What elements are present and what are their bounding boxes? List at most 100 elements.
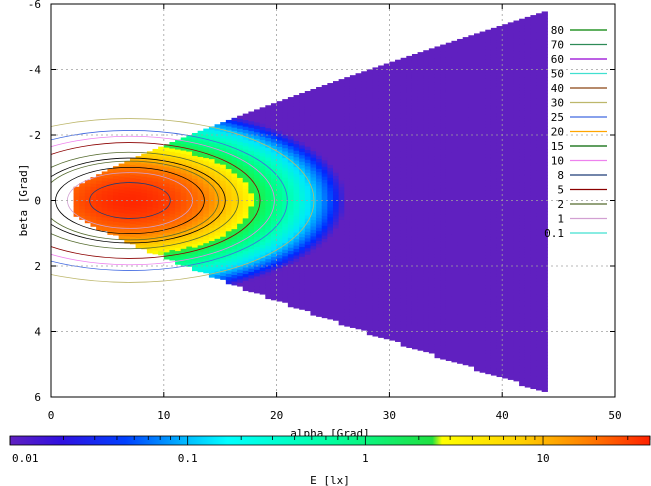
- heat-cell: [479, 339, 486, 344]
- heat-cell: [169, 240, 176, 245]
- heat-cell: [490, 119, 498, 124]
- heat-cell: [457, 287, 464, 292]
- heat-cell: [270, 293, 278, 298]
- heat-cell: [338, 121, 345, 126]
- heat-cell: [468, 310, 475, 315]
- heat-cell: [445, 121, 453, 126]
- heat-cell: [468, 159, 475, 164]
- heat-cell: [310, 157, 317, 162]
- heat-cell: [423, 125, 430, 130]
- heat-cell: [462, 286, 469, 290]
- heat-cell: [468, 343, 475, 347]
- heat-cell: [237, 132, 244, 136]
- heat-cell: [485, 331, 492, 335]
- heat-cell: [327, 174, 334, 179]
- heat-cell: [445, 268, 453, 273]
- heat-cell: [231, 232, 238, 237]
- heat-cell: [282, 243, 289, 248]
- heat-cell: [468, 68, 475, 72]
- heat-cell: [372, 188, 379, 193]
- heat-cell: [451, 122, 458, 127]
- heat-cell: [507, 369, 515, 374]
- heat-cell: [129, 214, 137, 219]
- heat-cell: [282, 128, 289, 133]
- heat-cell: [445, 65, 453, 70]
- heat-cell: [129, 224, 137, 228]
- heat-cell: [321, 291, 328, 296]
- heat-cell: [383, 335, 390, 340]
- heat-cell: [502, 292, 509, 297]
- heat-cell: [490, 358, 498, 363]
- heat-cell: [304, 294, 312, 298]
- heat-cell: [304, 133, 312, 138]
- heat-cell: [445, 170, 453, 175]
- heat-cell: [406, 193, 413, 198]
- heat-cell: [175, 244, 182, 249]
- heat-cell: [338, 249, 345, 254]
- heat-cell: [338, 298, 345, 303]
- heat-cell: [327, 141, 334, 146]
- heat-cell: [366, 108, 374, 113]
- heat-cell: [428, 182, 436, 187]
- heat-cell: [338, 79, 345, 83]
- heat-cell: [338, 226, 345, 231]
- heat-cell: [490, 217, 498, 222]
- heat-cell: [237, 217, 244, 222]
- heat-cell: [293, 170, 300, 175]
- heat-cell: [355, 282, 362, 287]
- heat-cell: [254, 276, 261, 281]
- heat-cell: [214, 206, 221, 210]
- heat-cell: [507, 254, 515, 259]
- heat-cell: [152, 243, 159, 248]
- heat-cell: [417, 147, 424, 151]
- heat-cell: [344, 240, 351, 245]
- heat-cell: [259, 195, 266, 200]
- heat-cell: [287, 244, 295, 249]
- heat-cell: [84, 186, 92, 191]
- heat-cell: [496, 134, 503, 138]
- heat-cell: [440, 309, 447, 314]
- heat-cell: [208, 139, 216, 144]
- heat-cell: [248, 183, 255, 188]
- heat-cell: [378, 150, 385, 155]
- heat-cell: [406, 88, 413, 93]
- heat-cell: [451, 171, 458, 176]
- heat-cell: [316, 90, 323, 95]
- heat-cell: [299, 165, 306, 169]
- heat-cell: [361, 113, 368, 118]
- heat-cell: [214, 265, 221, 269]
- heat-cell: [225, 228, 233, 232]
- heat-cell: [203, 161, 210, 166]
- heat-cell: [479, 224, 486, 229]
- heat-cell: [118, 173, 125, 178]
- heat-cell: [445, 350, 453, 355]
- heat-cell: [158, 146, 165, 151]
- heat-cell: [344, 145, 351, 150]
- heat-cell: [496, 206, 503, 211]
- heat-cell: [208, 201, 216, 206]
- heat-cell: [513, 308, 520, 313]
- heat-cell: [490, 329, 498, 334]
- heat-cell: [372, 93, 379, 98]
- heat-cell: [513, 56, 520, 61]
- heat-cell: [316, 299, 323, 304]
- heat-cell: [321, 278, 328, 283]
- heat-cell: [468, 48, 475, 53]
- heat-cell: [400, 205, 407, 210]
- heat-cell: [378, 229, 385, 234]
- heat-cell: [254, 279, 261, 284]
- heat-cell: [355, 191, 362, 195]
- heat-cell: [152, 165, 159, 170]
- heat-cell: [372, 116, 379, 121]
- heat-cell: [372, 231, 379, 236]
- heat-cell: [270, 234, 278, 239]
- heat-cell: [485, 72, 492, 77]
- heat-cell: [242, 113, 249, 118]
- heat-cell: [479, 283, 486, 288]
- heat-cell: [502, 128, 509, 133]
- heat-cell: [411, 266, 419, 271]
- heat-cell: [344, 86, 351, 91]
- heat-cell: [355, 223, 362, 228]
- heat-cell: [406, 324, 413, 329]
- heat-cell: [349, 94, 357, 99]
